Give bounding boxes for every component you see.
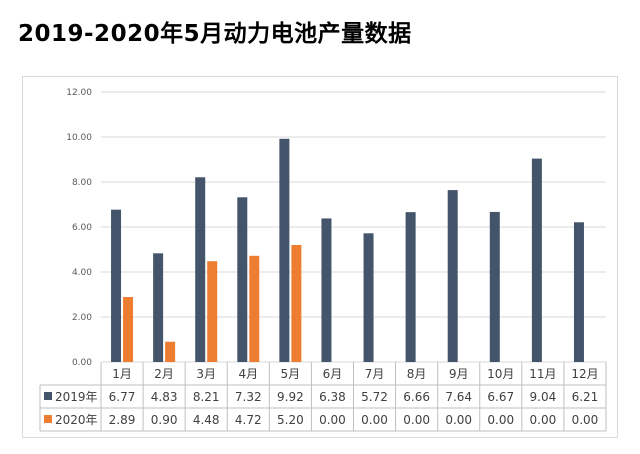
data-label: 4.48 bbox=[193, 413, 220, 427]
data-label: 6.67 bbox=[487, 390, 514, 404]
y-tick-label: 6.00 bbox=[72, 223, 92, 233]
x-tick-label: 1月 bbox=[112, 367, 132, 381]
data-label: 8.21 bbox=[193, 390, 220, 404]
y-tick-label: 0.00 bbox=[72, 358, 92, 368]
bar-2019 bbox=[279, 138, 290, 362]
data-label: 9.92 bbox=[277, 390, 304, 404]
data-label: 6.77 bbox=[109, 390, 136, 404]
data-label: 0.00 bbox=[445, 413, 472, 427]
x-tick-label: 5月 bbox=[281, 367, 301, 381]
x-tick-label: 7月 bbox=[365, 367, 385, 381]
data-label: 0.00 bbox=[572, 413, 599, 427]
bar-2020 bbox=[123, 296, 134, 362]
data-label: 0.00 bbox=[319, 413, 346, 427]
x-tick-label: 9月 bbox=[449, 367, 469, 381]
page-title: 2019-2020年5月动力电池产量数据 bbox=[18, 21, 412, 47]
y-tick-label: 8.00 bbox=[72, 178, 92, 188]
x-tick-label: 12月 bbox=[571, 367, 598, 381]
data-label: 2.89 bbox=[109, 413, 136, 427]
bar-2019 bbox=[447, 190, 458, 362]
chart-frame bbox=[22, 76, 618, 438]
bar-2019 bbox=[489, 211, 500, 362]
bar-2019 bbox=[153, 253, 164, 362]
legend-swatch-2019 bbox=[44, 392, 52, 400]
legend-label-2020: 2020年 bbox=[55, 413, 98, 427]
x-tick-label: 8月 bbox=[407, 367, 427, 381]
data-label: 4.72 bbox=[235, 413, 262, 427]
x-tick-label: 4月 bbox=[238, 367, 258, 381]
data-label: 0.00 bbox=[487, 413, 514, 427]
y-tick-label: 12.00 bbox=[66, 88, 92, 98]
bar-2020 bbox=[291, 245, 302, 362]
x-tick-label: 6月 bbox=[323, 367, 343, 381]
x-tick-label: 11月 bbox=[529, 367, 556, 381]
data-label: 5.72 bbox=[361, 390, 388, 404]
data-label: 6.21 bbox=[572, 390, 599, 404]
bar-2019 bbox=[195, 177, 206, 362]
x-tick-label: 10月 bbox=[487, 367, 514, 381]
bar-2019 bbox=[573, 222, 584, 362]
data-label: 7.32 bbox=[235, 390, 262, 404]
bar-2020 bbox=[165, 341, 176, 362]
bar-2019 bbox=[111, 209, 122, 362]
legend-swatch-2020 bbox=[44, 415, 52, 423]
bar-2020 bbox=[249, 255, 260, 362]
data-label: 5.20 bbox=[277, 413, 304, 427]
data-label: 9.04 bbox=[530, 390, 557, 404]
bar-2020 bbox=[207, 261, 218, 362]
bar-2019 bbox=[321, 218, 332, 362]
data-label: 0.90 bbox=[151, 413, 178, 427]
x-tick-label: 2月 bbox=[154, 367, 174, 381]
data-label: 6.38 bbox=[319, 390, 346, 404]
data-label: 0.00 bbox=[530, 413, 557, 427]
data-label: 0.00 bbox=[403, 413, 430, 427]
legend-label-2019: 2019年 bbox=[55, 390, 98, 404]
bar-2019 bbox=[531, 158, 542, 362]
data-label: 6.66 bbox=[403, 390, 430, 404]
data-label: 7.64 bbox=[445, 390, 472, 404]
bar-2019 bbox=[237, 197, 248, 362]
y-tick-label: 4.00 bbox=[72, 268, 92, 278]
x-tick-label: 3月 bbox=[196, 367, 216, 381]
y-tick-label: 2.00 bbox=[72, 313, 92, 323]
bar-2019 bbox=[405, 212, 416, 362]
y-tick-label: 10.00 bbox=[66, 133, 92, 143]
data-label: 4.83 bbox=[151, 390, 178, 404]
bar-2019 bbox=[363, 233, 374, 362]
data-label: 0.00 bbox=[361, 413, 388, 427]
